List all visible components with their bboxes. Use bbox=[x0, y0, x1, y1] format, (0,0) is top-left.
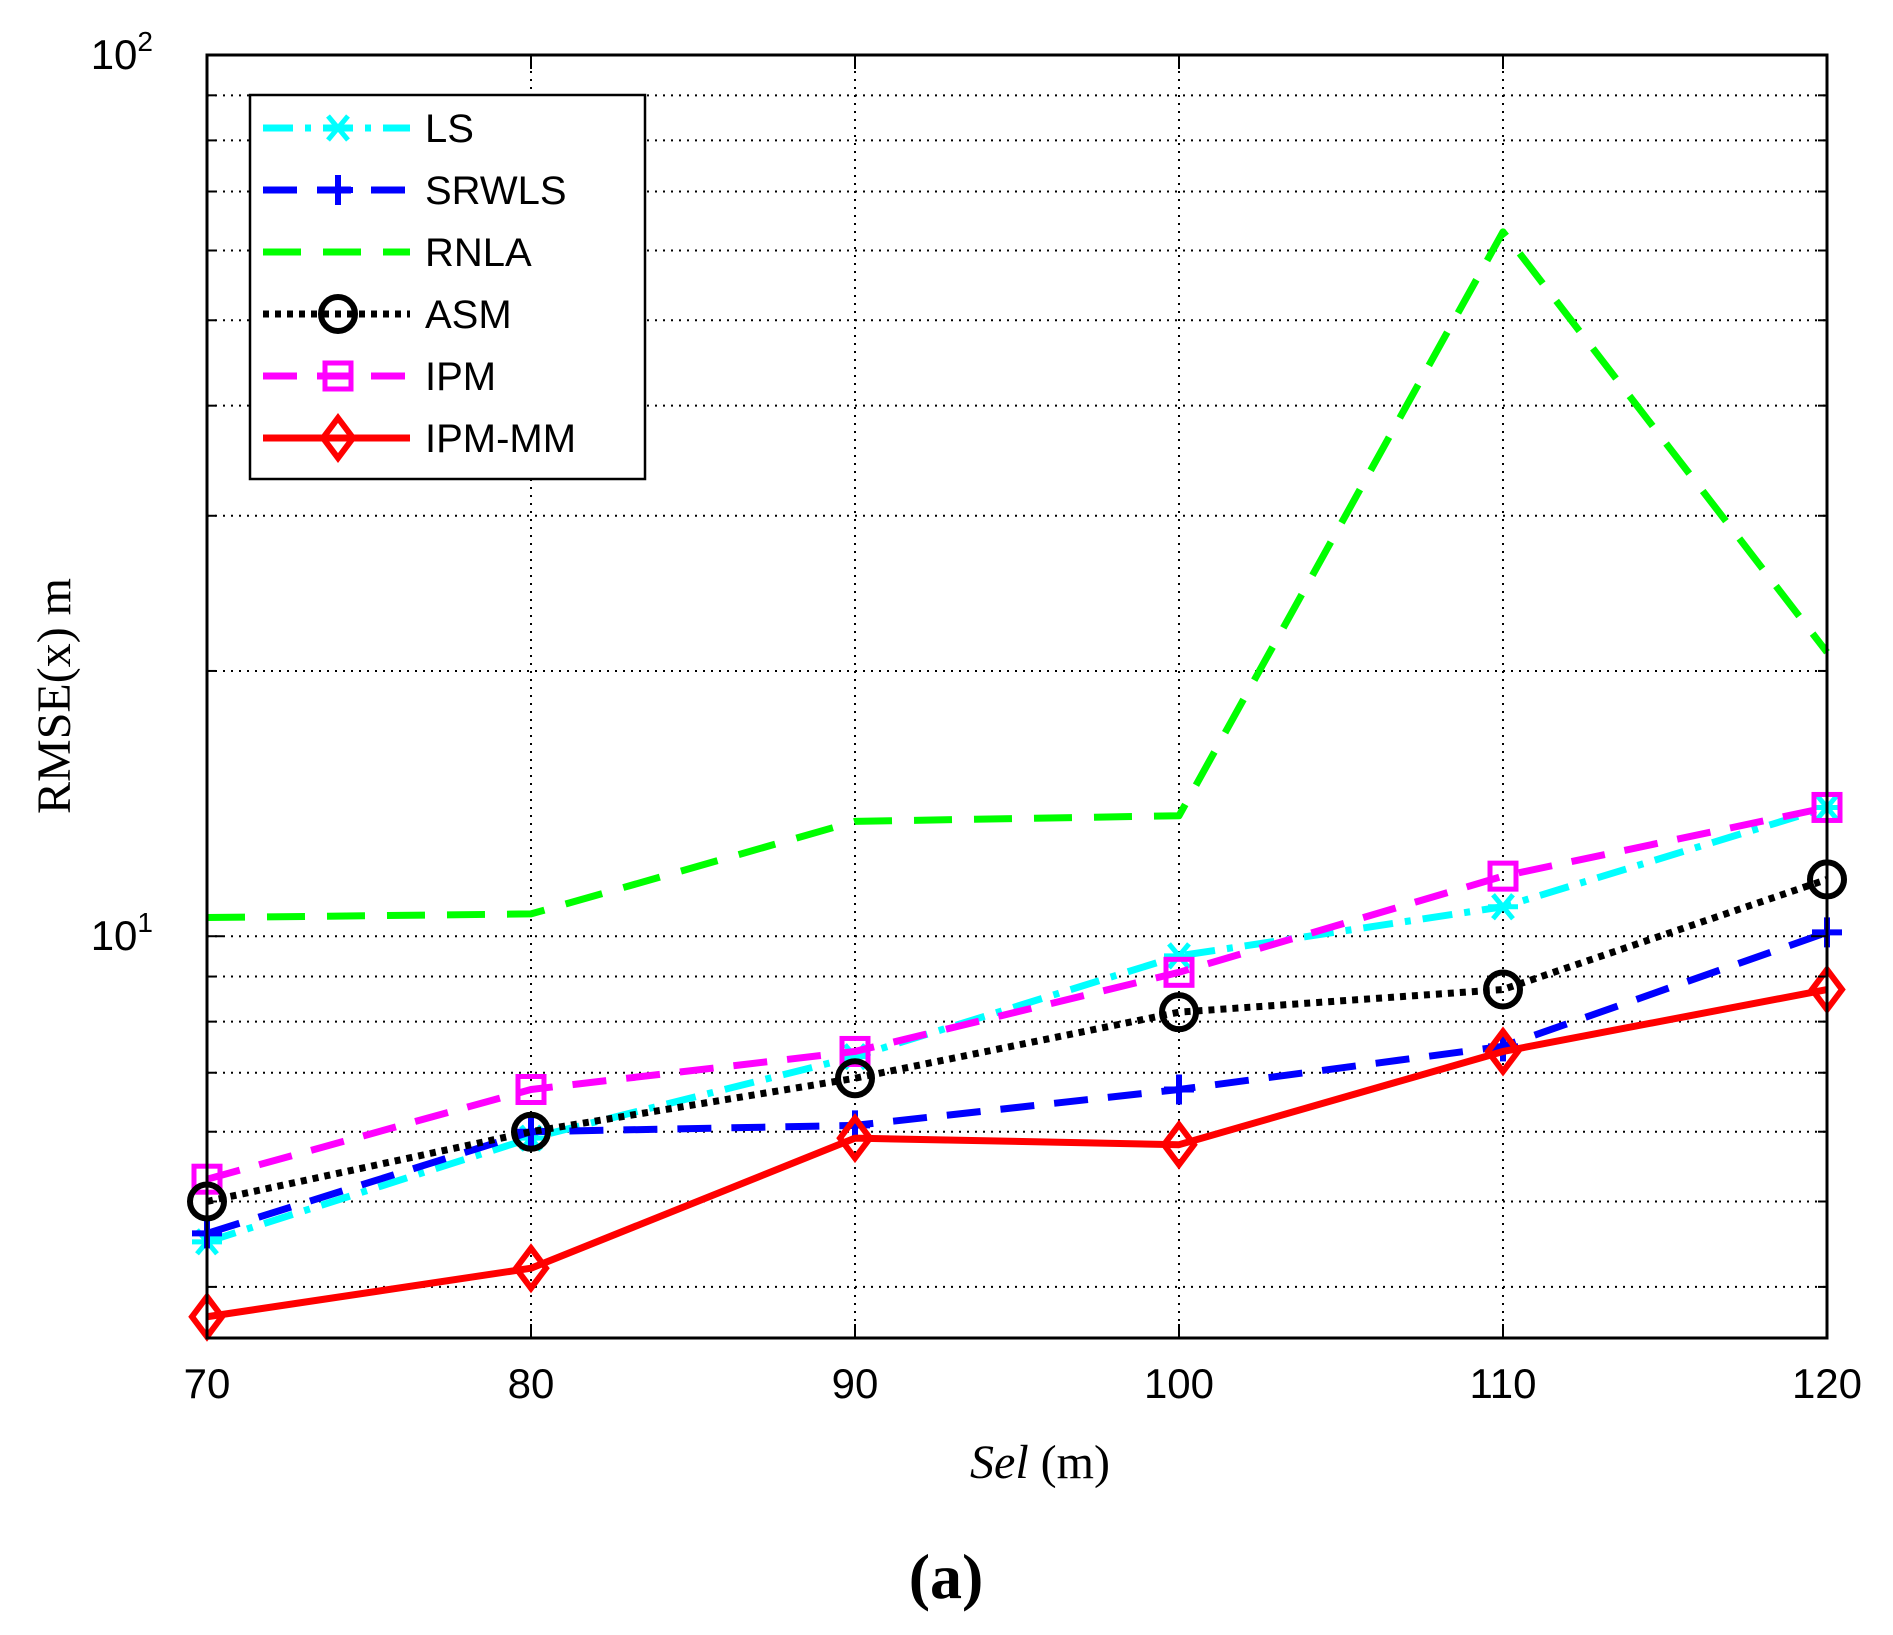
series-lines bbox=[187, 228, 1847, 1342]
data-point-ipm bbox=[839, 1035, 871, 1067]
data-point-ipm bbox=[1163, 956, 1195, 988]
y-axis-label: RMSE(x) m bbox=[28, 578, 81, 814]
legend-label-srwls: SRWLS bbox=[425, 169, 567, 213]
data-point-ls bbox=[1488, 893, 1518, 921]
y-tick-label: 102 bbox=[91, 26, 153, 78]
legend-label-ls: LS bbox=[425, 107, 474, 151]
series-line-asm bbox=[206, 876, 1829, 1205]
data-point-asm bbox=[1483, 969, 1523, 1010]
data-point-ls bbox=[1164, 942, 1194, 970]
legend-marker-asm bbox=[318, 294, 358, 334]
x-tick-label: 120 bbox=[1792, 1360, 1862, 1407]
data-point-asm bbox=[511, 1111, 551, 1152]
legend-marker-ipm-mm bbox=[319, 413, 357, 463]
legend-label-asm: ASM bbox=[425, 293, 512, 337]
grid-lines bbox=[207, 55, 1827, 1338]
legend: LS SRWLS RNLA ASM IPM IPM-MM bbox=[248, 93, 647, 481]
series-line-ls bbox=[205, 804, 1829, 1246]
data-point-ipm-mm bbox=[1484, 1026, 1522, 1077]
series-line-srwls bbox=[205, 929, 1829, 1237]
legend-marker-ipm bbox=[322, 360, 354, 392]
series-line-rnla bbox=[206, 228, 1830, 922]
x-tick-label: 80 bbox=[508, 1360, 555, 1407]
data-point-asm bbox=[835, 1058, 875, 1099]
data-point-ipm bbox=[1487, 860, 1519, 892]
legend-marker-ls bbox=[323, 114, 353, 142]
series-line-ipm-mm bbox=[206, 986, 1828, 1321]
x-axis-label-italic: Sel bbox=[970, 1436, 1029, 1489]
data-point-ipm bbox=[515, 1073, 547, 1105]
x-tick-label: 70 bbox=[184, 1360, 231, 1407]
x-tick-label: 100 bbox=[1144, 1360, 1214, 1407]
legend-box bbox=[248, 93, 647, 481]
data-point-asm bbox=[1159, 992, 1199, 1033]
figure-caption: (a) bbox=[909, 1541, 984, 1612]
x-tick-label: 90 bbox=[832, 1360, 879, 1407]
legend-label-rnla: RNLA bbox=[425, 231, 532, 275]
x-axis-label-unit: (m) bbox=[1029, 1436, 1110, 1489]
y-tick-label: 101 bbox=[91, 907, 153, 959]
legend-marker-srwls bbox=[323, 175, 353, 205]
data-point-ipm-mm bbox=[512, 1243, 550, 1294]
data-point-ipm-mm bbox=[1160, 1119, 1198, 1170]
data-point-srwls bbox=[1164, 1074, 1194, 1105]
data-point-ipm-mm bbox=[836, 1113, 874, 1164]
legend-label-ipm-mm: IPM-MM bbox=[425, 417, 576, 461]
legend-label-ipm: IPM bbox=[425, 355, 496, 399]
y-axis-label-text: RMSE(x) m bbox=[28, 578, 81, 814]
x-axis-label: Sel (m) bbox=[970, 1436, 1110, 1489]
plot-area bbox=[205, 53, 1829, 1340]
x-tick-label: 110 bbox=[1470, 1360, 1537, 1407]
axis-ticks: 70 80 90 100 110 120 101 102 bbox=[91, 26, 1862, 1407]
series-line-ipm bbox=[206, 804, 1828, 1183]
